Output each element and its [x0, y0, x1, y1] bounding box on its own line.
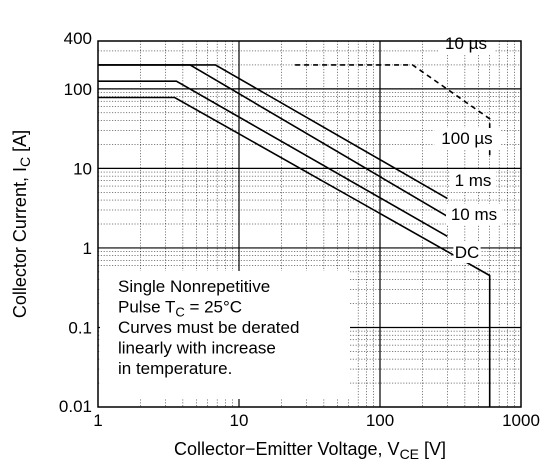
curve-label: 10 ms: [451, 205, 497, 224]
curve-label-background: [449, 170, 497, 191]
curve-label: 10 µs: [445, 34, 487, 53]
y-tick-label: 0.1: [68, 318, 92, 337]
x-tick-label: 1: [93, 411, 102, 430]
curve-label-background: [453, 242, 481, 263]
curve-label: DC: [455, 243, 480, 262]
y-tick-label: 100: [64, 80, 92, 99]
note-background: [100, 271, 350, 399]
plot-frame: [97, 40, 522, 408]
curve-labels: 10 µs 100 µs 1 ms 10 ms DC: [434, 33, 502, 263]
x-tick-label: 10: [230, 411, 249, 430]
series-line: [98, 64, 448, 200]
curve-label-background: [438, 33, 494, 54]
derating-note: Single Nonrepetitive Pulse TC = 25°CCurve…: [118, 277, 299, 378]
series-line: [98, 64, 448, 217]
note-line: Curves must be derated: [118, 318, 299, 337]
note-line: linearly with increase: [118, 339, 276, 358]
y-tick-labels: 0.01 0.1 1 10 100 400: [59, 29, 92, 416]
y-tick-label: 1: [83, 239, 92, 258]
y-tick-label: 10: [73, 159, 92, 178]
x-tick-label: 1000: [502, 411, 540, 430]
y-axis-title: Collector Current, IC [A]: [10, 130, 33, 318]
x-tick-labels: 1 10 100 1000: [93, 411, 540, 430]
y-tick-label: 400: [64, 29, 92, 48]
curve-label-background: [434, 128, 500, 149]
curve-label-background: [446, 204, 502, 225]
series-line: [98, 96, 491, 407]
x-axis-title: Collector−Emitter Voltage, VCE [V]: [174, 439, 446, 462]
note-line: Single Nonrepetitive: [118, 277, 270, 296]
curves: [98, 64, 491, 407]
y-tick-label: 0.01: [59, 397, 92, 416]
series-line: [295, 64, 491, 157]
curve-label: 100 µs: [441, 129, 492, 148]
note-line: Pulse TC = 25°C: [118, 298, 242, 320]
note-line: in temperature.: [118, 359, 232, 378]
curve-label: 1 ms: [455, 171, 492, 190]
series-line: [98, 80, 448, 237]
x-tick-label: 100: [366, 411, 394, 430]
